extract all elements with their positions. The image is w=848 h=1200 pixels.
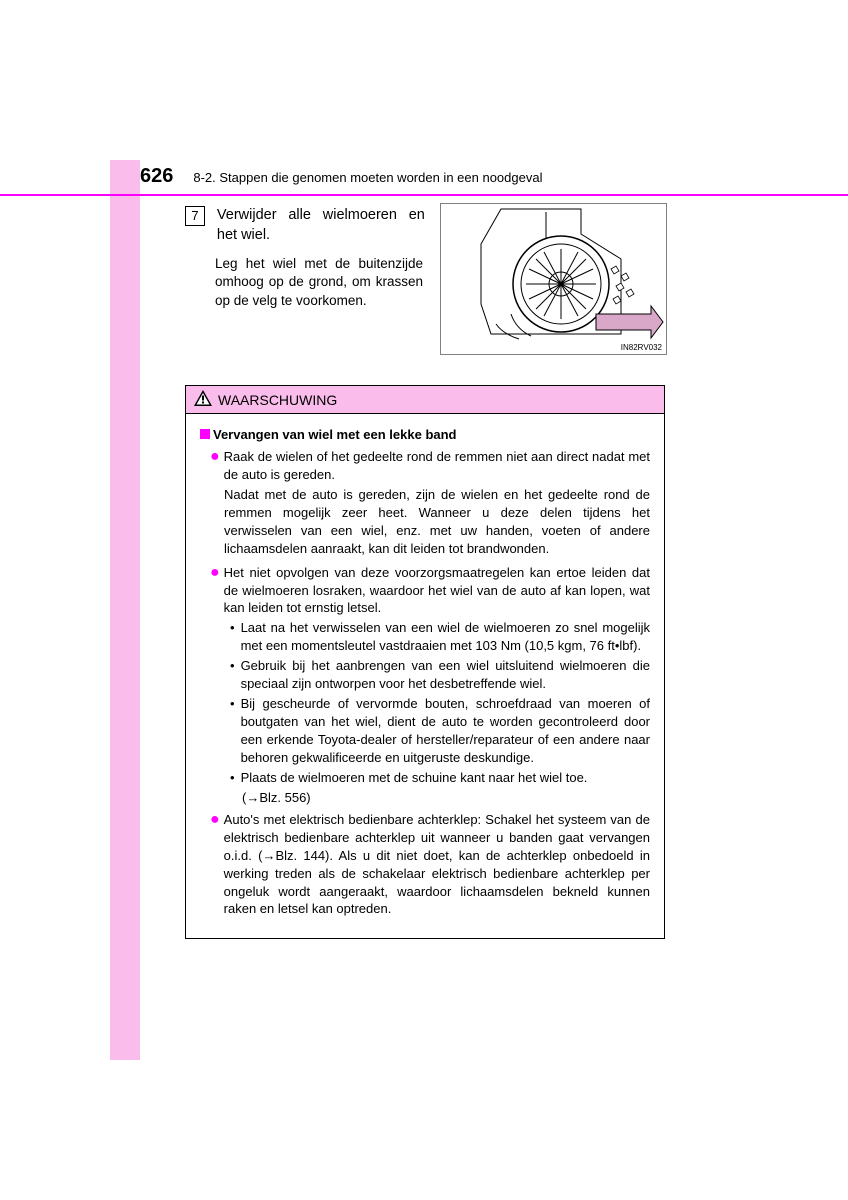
warning-body: Vervangen van wiel met een lekke band ● … bbox=[186, 414, 664, 938]
sub-bullet-4-text: Plaats de wielmoeren met de schuine kant… bbox=[241, 769, 588, 787]
warning-box: WAARSCHUWING Vervangen van wiel met een … bbox=[185, 385, 665, 939]
sub-bullet-4: • Plaats de wielmoeren met de schuine kan… bbox=[230, 769, 650, 787]
dot-icon: ● bbox=[210, 812, 220, 920]
bullet-mark: • bbox=[230, 695, 235, 767]
dot-icon: ● bbox=[210, 449, 220, 485]
wheel-svg bbox=[441, 204, 666, 354]
dot-icon: ● bbox=[210, 565, 220, 619]
warning-title: WAARSCHUWING bbox=[218, 392, 337, 408]
warning-bullet-3: ● Auto's met elektrisch bedienbare achte… bbox=[200, 811, 650, 919]
sub-bullet-1: •Laat na het verwisselen van een wiel de… bbox=[230, 619, 650, 655]
warning-icon bbox=[194, 390, 212, 409]
bullet-2-lead: Het niet opvolgen van deze voorzorgsmaat… bbox=[224, 564, 650, 618]
step-number-box: 7 bbox=[185, 206, 205, 226]
bullet-mark: • bbox=[230, 657, 235, 693]
warning-bullet-2: ● Het niet opvolgen van deze voorzorgsma… bbox=[200, 564, 650, 618]
warning-header: WAARSCHUWING bbox=[186, 386, 664, 414]
page-number: 626 bbox=[140, 165, 173, 188]
bullet-3-lead: Auto's met elektrisch bedienbare achterk… bbox=[224, 811, 650, 919]
sub-bullet-2: •Gebruik bij het aanbrengen van een wiel… bbox=[230, 657, 650, 693]
square-bullet-icon bbox=[200, 429, 210, 439]
bullet-mark: • bbox=[230, 619, 235, 655]
bullet-1-lead: Raak de wielen of het gedeelte rond de r… bbox=[224, 448, 650, 484]
illustration-code: IN82RV032 bbox=[621, 343, 662, 352]
step-subtitle: Leg het wiel met de buitenzijde omhoog o… bbox=[215, 255, 423, 310]
sub-bullet-3-text: Bij gescheurde of vervormde bouten, schr… bbox=[241, 695, 650, 767]
sub-bullet-3: •Bij gescheurde of vervormde bouten, sch… bbox=[230, 695, 650, 767]
sidebar-pink-tab bbox=[110, 160, 140, 1060]
header-rule bbox=[0, 194, 848, 196]
warning-bullet-1: ● Raak de wielen of het gedeelte rond de… bbox=[200, 448, 650, 484]
bullet-1-continuation: Nadat met de auto is gereden, zijn de wi… bbox=[224, 486, 650, 558]
bullet-mark: • bbox=[230, 769, 235, 787]
sub-bullet-ref: (→Blz. 556) bbox=[242, 789, 650, 807]
page-header: 626 8-2. Stappen die genomen moeten word… bbox=[140, 165, 670, 188]
section-label: 8-2. Stappen die genomen moeten worden i… bbox=[193, 170, 542, 185]
sub-bullet-1-text: Laat na het verwisselen van een wiel de … bbox=[241, 619, 650, 655]
step-title: Verwijder alle wielmoeren en het wiel. bbox=[217, 206, 425, 245]
warning-section-title: Vervangen van wiel met een lekke band bbox=[200, 426, 650, 444]
sub-bullet-2-text: Gebruik bij het aanbrengen van een wiel … bbox=[241, 657, 650, 693]
warning-section-title-text: Vervangen van wiel met een lekke band bbox=[213, 427, 457, 442]
wheel-illustration: IN82RV032 bbox=[440, 203, 667, 355]
